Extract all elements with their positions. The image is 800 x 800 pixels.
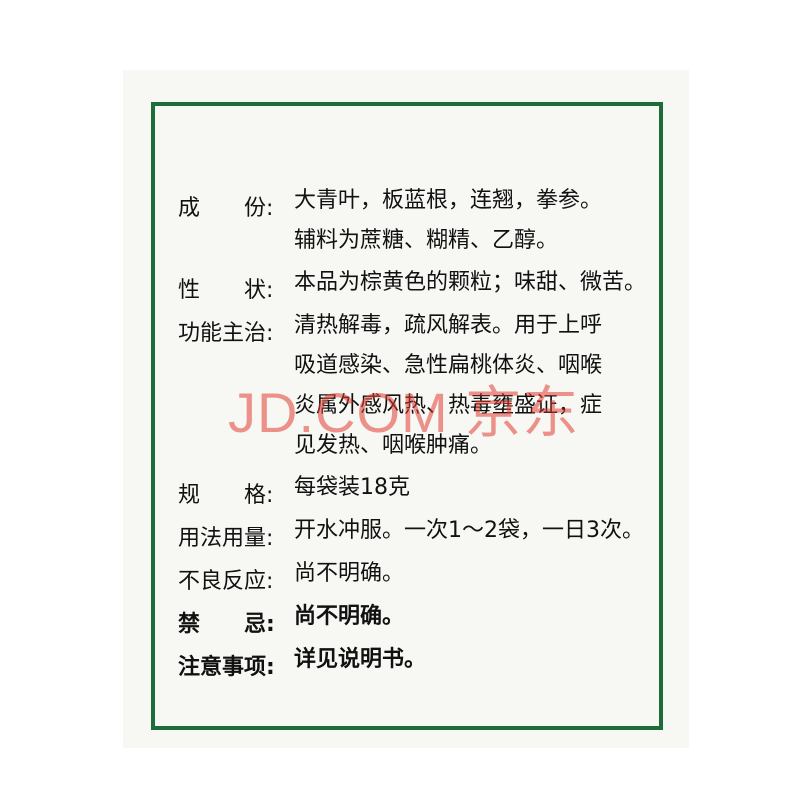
row-properties: 性 状: 本品为棕黄色的颗粒；味甜、微苦。 xyxy=(178,270,648,304)
row-value: 每袋装18克 xyxy=(294,468,648,508)
row-specification: 规 格: 每袋装18克 xyxy=(178,475,648,509)
row-adverse-reactions: 不良反应: 尚不明确。 xyxy=(178,561,648,595)
package-panel xyxy=(123,70,689,748)
value-line: 辅料为蔗糖、糊精、乙醇。 xyxy=(294,228,559,253)
row-contraindications: 禁 忌: 尚不明确。 xyxy=(178,604,648,638)
row-value: 大青叶，板蓝根，连翘，拳参。 辅料为蔗糖、糊精、乙醇。 xyxy=(294,181,648,261)
row-value: 尚不明确。 xyxy=(294,597,648,637)
value-line: 尚不明确。 xyxy=(294,561,405,586)
jd-watermark: JD.COM 京东 xyxy=(228,381,580,444)
value-line: 每袋装18克 xyxy=(294,475,410,500)
row-label: 功能主治: xyxy=(178,321,274,346)
value-line: 尚不明确。 xyxy=(294,604,405,629)
row-label: 成 份: xyxy=(178,196,274,221)
value-line: 大青叶，板蓝根，连翘，拳参。 xyxy=(294,188,603,213)
value-line: 炎属外感风热、热毒壅盛证，症 xyxy=(294,393,603,418)
green-border-frame xyxy=(151,102,663,730)
value-line: 清热解毒，疏风解表。用于上呼 xyxy=(294,313,603,338)
value-line: 吸道感染、急性扁桃体炎、咽喉 xyxy=(294,353,603,378)
row-value: 本品为棕黄色的颗粒；味甜、微苦。 xyxy=(294,263,648,303)
row-label: 用法用量: xyxy=(178,526,274,551)
row-value: 详见说明书。 xyxy=(294,640,648,680)
value-line: 本品为棕黄色的颗粒；味甜、微苦。 xyxy=(294,270,647,295)
row-value: 清热解毒，疏风解表。用于上呼 吸道感染、急性扁桃体炎、咽喉 炎属外感风热、热毒壅… xyxy=(294,306,648,466)
row-label: 规 格: xyxy=(178,483,274,508)
row-value: 开水冲服。一次1～2袋，一日3次。 xyxy=(294,511,648,551)
row-label: 性 状: xyxy=(178,278,274,303)
row-value: 尚不明确。 xyxy=(294,554,648,594)
row-ingredients: 成 份: 大青叶，板蓝根，连翘，拳参。 辅料为蔗糖、糊精、乙醇。 xyxy=(178,188,648,261)
value-line: 见发热、咽喉肿痛。 xyxy=(294,433,493,458)
row-label: 禁 忌: xyxy=(178,612,275,637)
value-line: 详见说明书。 xyxy=(294,647,427,672)
row-dosage: 用法用量: 开水冲服。一次1～2袋，一日3次。 xyxy=(178,518,648,552)
value-line: 开水冲服。一次1～2袋，一日3次。 xyxy=(294,518,644,543)
row-indications: 功能主治: 清热解毒，疏风解表。用于上呼 吸道感染、急性扁桃体炎、咽喉 炎属外感… xyxy=(178,313,648,466)
drug-info-list: 成 份: 大青叶，板蓝根，连翘，拳参。 辅料为蔗糖、糊精、乙醇。 性 状: 本品… xyxy=(178,188,648,692)
row-precautions: 注意事项: 详见说明书。 xyxy=(178,647,648,681)
row-label: 注意事项: xyxy=(178,655,275,680)
row-label: 不良反应: xyxy=(178,569,274,594)
